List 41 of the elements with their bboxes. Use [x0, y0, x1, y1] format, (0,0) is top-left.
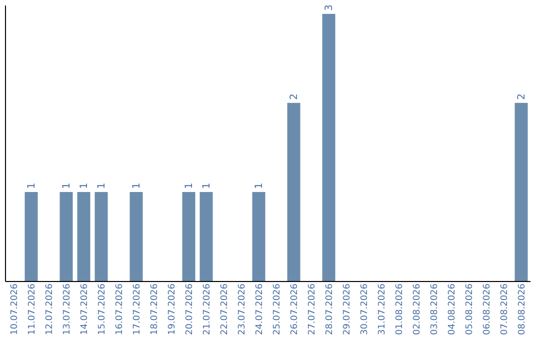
data-label: 1 — [184, 182, 195, 189]
x-tick-label: 10.07.2026 — [10, 283, 20, 336]
data-label: 1 — [78, 182, 90, 189]
x-tick-label: 06.08.2026 — [482, 283, 492, 336]
data-label: 1 — [26, 182, 38, 189]
x-tick-label: 18.07.2026 — [150, 283, 160, 336]
x-tick-label: 02.08.2026 — [412, 283, 422, 336]
x-tick-label: 12.07.2026 — [44, 283, 55, 336]
x-tick-label: 14.07.2026 — [80, 283, 90, 336]
data-label: 1 — [254, 182, 265, 189]
data-label: 1 — [61, 182, 72, 189]
x-tick-label: 15.07.2026 — [97, 283, 108, 336]
x-tick-label: 08.08.2026 — [517, 283, 528, 336]
x-tick-label: 20.07.2026 — [184, 283, 195, 336]
data-label: 2 — [516, 94, 528, 100]
x-tick-label: 17.07.2026 — [132, 283, 142, 336]
x-tick-label: 27.07.2026 — [307, 283, 318, 336]
data-label: 1 — [131, 182, 142, 189]
data-label: 3 — [324, 4, 335, 11]
x-tick-label: 07.08.2026 — [500, 283, 510, 336]
x-tick-label: 30.07.2026 — [360, 283, 370, 336]
x-tick-label: 29.07.2026 — [342, 283, 352, 336]
x-tick-label: 04.08.2026 — [447, 283, 458, 336]
x-tick-label: 05.08.2026 — [464, 283, 475, 336]
x-tick-label: 03.08.2026 — [430, 283, 440, 336]
x-tick-label: 28.07.2026 — [324, 283, 335, 336]
x-tick-label: 22.07.2026 — [220, 283, 230, 336]
x-tick-label: 13.07.2026 — [62, 283, 72, 336]
data-label: 1 — [96, 182, 108, 189]
x-tick-label: 25.07.2026 — [272, 283, 282, 336]
x-tick-label: 11.07.2026 — [27, 283, 38, 336]
x-tick-label: 31.07.2026 — [377, 283, 388, 336]
x-tick-label: 16.07.2026 — [114, 283, 125, 336]
x-tick-label: 26.07.2026 — [290, 283, 300, 336]
x-tick-label: 21.07.2026 — [202, 283, 212, 336]
x-tick-label: 23.07.2026 — [237, 283, 248, 336]
x-tick-label: 24.07.2026 — [254, 283, 265, 336]
data-label: 2 — [288, 94, 300, 100]
x-tick-label: 19.07.2026 — [167, 283, 178, 336]
data-label: 1 — [201, 182, 212, 189]
x-tick-label: 01.08.2026 — [394, 283, 405, 336]
